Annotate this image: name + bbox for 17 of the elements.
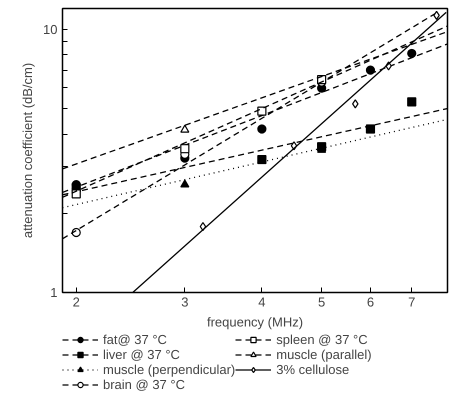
legend-label: muscle (perpendicular)	[103, 362, 236, 377]
y-axis-title: attenuation coefficient (dB/cm)	[20, 62, 36, 238]
y-tick-label: 10	[43, 22, 58, 37]
legend-label: spleen @ 37 °C	[276, 332, 368, 347]
x-tick-label: 3	[181, 294, 188, 310]
legend-label: liver @ 37 °C	[103, 347, 180, 362]
y-tick-label: 1	[50, 285, 58, 300]
legend-label: muscle (parallel)	[276, 347, 372, 362]
x-tick-label: 2	[72, 294, 80, 310]
x-axis-title: frequency (MHz)	[206, 314, 304, 330]
legend-label: 3% cellulose	[276, 362, 350, 377]
x-tick-label: 7	[408, 294, 416, 310]
x-tick-label: 6	[366, 294, 374, 310]
x-tick-label: 4	[258, 294, 266, 310]
legend-label: brain @ 37 °C	[103, 377, 185, 392]
legend-label: fat@ 37 °C	[103, 332, 167, 347]
x-tick-label: 5	[318, 294, 326, 310]
